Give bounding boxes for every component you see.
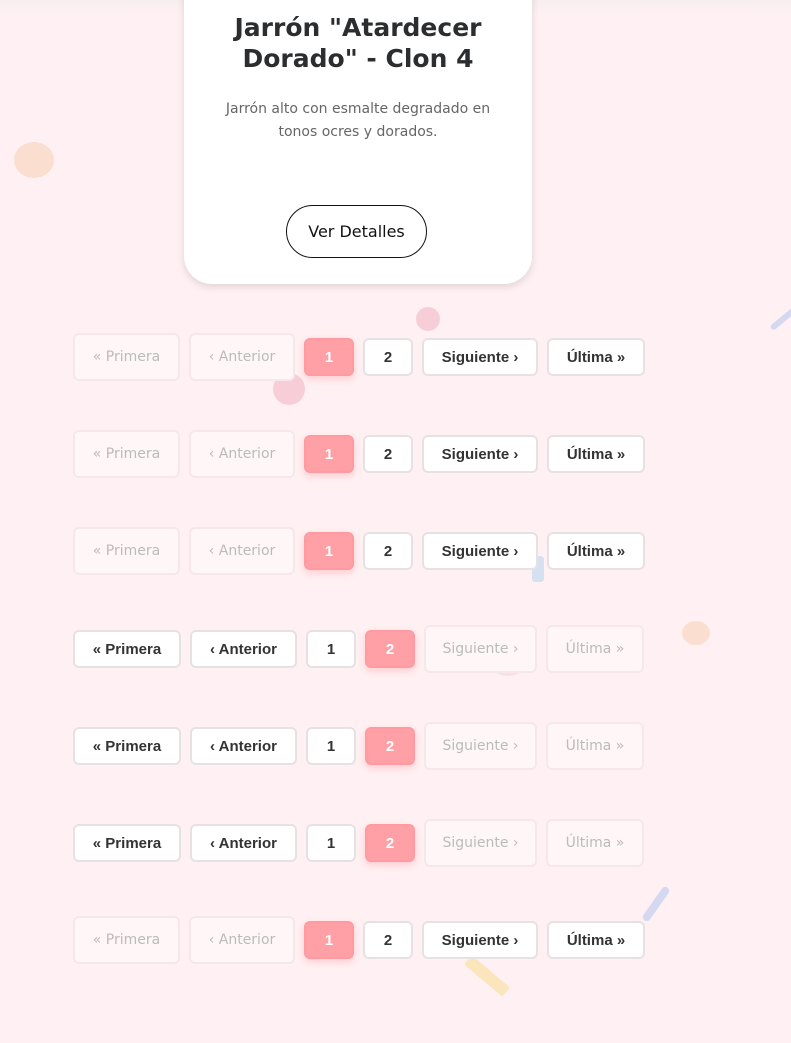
last-page-button: Última » <box>546 819 644 867</box>
page-1-button[interactable]: 1 <box>304 921 354 959</box>
first-page-button[interactable]: « Primera <box>73 824 181 862</box>
previous-page-button[interactable]: ‹ Anterior <box>190 630 297 668</box>
brush-icon <box>769 307 791 331</box>
previous-page-button: ‹ Anterior <box>189 430 295 478</box>
last-page-button[interactable]: Última » <box>547 435 645 473</box>
page-1-button[interactable]: 1 <box>304 532 354 570</box>
previous-page-button: ‹ Anterior <box>189 916 295 964</box>
pagination: « Primera ‹ Anterior 1 2 Siguiente › Última » <box>73 527 654 575</box>
pagination: « Primera ‹ Anterior 1 2 Siguiente › Última » <box>73 333 654 381</box>
first-page-button: « Primera <box>73 333 180 381</box>
next-page-button[interactable]: Siguiente › <box>422 338 538 376</box>
page-2-button[interactable]: 2 <box>363 532 413 570</box>
next-page-button: Siguiente › <box>424 722 537 770</box>
palette-icon <box>14 142 54 178</box>
last-page-button: Última » <box>546 625 644 673</box>
previous-page-button: ‹ Anterior <box>189 333 295 381</box>
pagination: « Primera ‹ Anterior 1 2 Siguiente › Última » <box>73 722 653 770</box>
previous-page-button: ‹ Anterior <box>189 527 295 575</box>
page-2-button[interactable]: 2 <box>363 435 413 473</box>
next-page-button[interactable]: Siguiente › <box>422 921 538 959</box>
page-2-button[interactable]: 2 <box>363 921 413 959</box>
first-page-button: « Primera <box>73 527 180 575</box>
product-title: Jarrón "Atardecer Dorado" - Clon 4 <box>234 13 482 73</box>
page-1-button[interactable]: 1 <box>306 824 356 862</box>
page-2-button[interactable]: 2 <box>363 338 413 376</box>
next-page-button: Siguiente › <box>424 625 537 673</box>
first-page-button: « Primera <box>73 430 180 478</box>
next-page-button[interactable]: Siguiente › <box>422 532 538 570</box>
page-2-button[interactable]: 2 <box>365 727 415 765</box>
pagination: « Primera ‹ Anterior 1 2 Siguiente › Última » <box>73 625 653 673</box>
last-page-button[interactable]: Última » <box>547 338 645 376</box>
product-card: Jarrón "Atardecer Dorado" - Clon 4 Jarró… <box>184 0 532 284</box>
palette-icon <box>682 621 710 645</box>
page-1-button[interactable]: 1 <box>306 727 356 765</box>
page-1-button[interactable]: 1 <box>304 338 354 376</box>
page-2-button[interactable]: 2 <box>365 824 415 862</box>
page-1-button[interactable]: 1 <box>306 630 356 668</box>
page-1-button[interactable]: 1 <box>304 435 354 473</box>
next-page-button: Siguiente › <box>424 819 537 867</box>
first-page-button[interactable]: « Primera <box>73 727 181 765</box>
yarn-ball-icon <box>416 307 440 331</box>
first-page-button: « Primera <box>73 916 180 964</box>
pagination: « Primera ‹ Anterior 1 2 Siguiente › Última » <box>73 430 654 478</box>
previous-page-button[interactable]: ‹ Anterior <box>190 824 297 862</box>
last-page-button[interactable]: Última » <box>547 921 645 959</box>
last-page-button[interactable]: Última » <box>547 532 645 570</box>
pagination: « Primera ‹ Anterior 1 2 Siguiente › Última » <box>73 819 653 867</box>
first-page-button[interactable]: « Primera <box>73 630 181 668</box>
pagination: « Primera ‹ Anterior 1 2 Siguiente › Última » <box>73 916 654 964</box>
last-page-button: Última » <box>546 722 644 770</box>
view-details-button[interactable]: Ver Detalles <box>286 205 427 258</box>
next-page-button[interactable]: Siguiente › <box>422 435 538 473</box>
product-description: Jarrón alto con esmalte degradado en ton… <box>225 101 491 140</box>
previous-page-button[interactable]: ‹ Anterior <box>190 727 297 765</box>
page-2-button[interactable]: 2 <box>365 630 415 668</box>
